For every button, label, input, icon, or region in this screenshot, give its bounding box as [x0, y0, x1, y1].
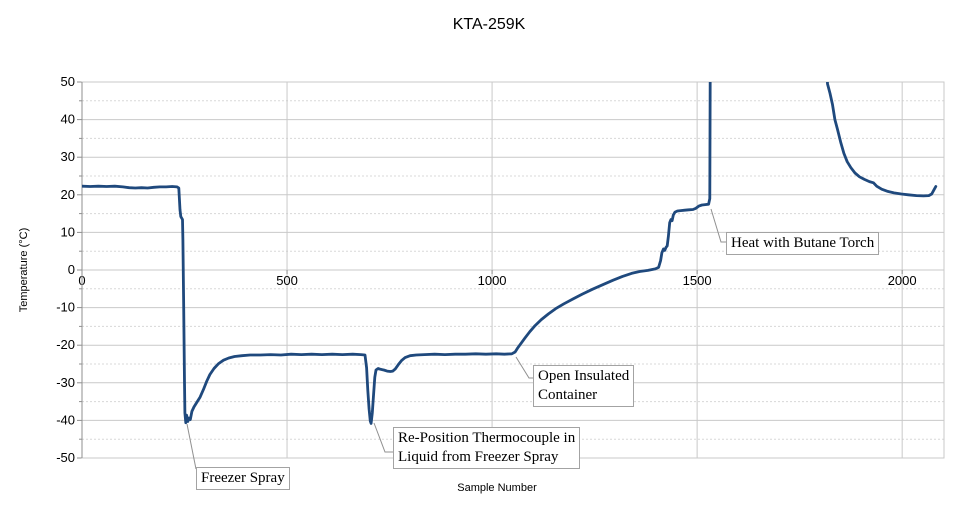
y-tick-label: -50	[56, 450, 75, 465]
x-tick-label: 1500	[683, 273, 712, 288]
chart-title: KTA-259K	[452, 16, 526, 33]
annotation-leader	[186, 423, 197, 470]
annotation-leader	[515, 356, 533, 379]
y-tick-label: -30	[56, 375, 75, 390]
annotation-leader	[373, 422, 393, 453]
x-tick-label: 1000	[478, 273, 507, 288]
annotation-box: Open Insulated Container	[533, 365, 635, 407]
y-tick-label: -10	[56, 300, 75, 315]
y-tick-label: 10	[61, 224, 75, 239]
x-tick-label: 500	[276, 273, 298, 288]
y-tick-label: 30	[61, 149, 75, 164]
x-tick-label: 2000	[888, 273, 917, 288]
series-line	[82, 82, 938, 425]
y-tick-label: 50	[61, 74, 75, 89]
annotation-box: Heat with Butane Torch	[726, 232, 880, 255]
y-tick-label: -20	[56, 337, 75, 352]
y-tick-label: 0	[68, 262, 75, 277]
x-axis-title: Sample Number	[457, 482, 537, 494]
y-tick-label: 20	[61, 187, 75, 202]
annotation-box: Re-Position Thermocouple in Liquid from …	[393, 427, 581, 469]
annotation-leader	[710, 208, 726, 243]
y-tick-label: 40	[61, 112, 75, 127]
annotation-box: Freezer Spray	[196, 467, 290, 490]
y-tick-label: -40	[56, 412, 75, 427]
